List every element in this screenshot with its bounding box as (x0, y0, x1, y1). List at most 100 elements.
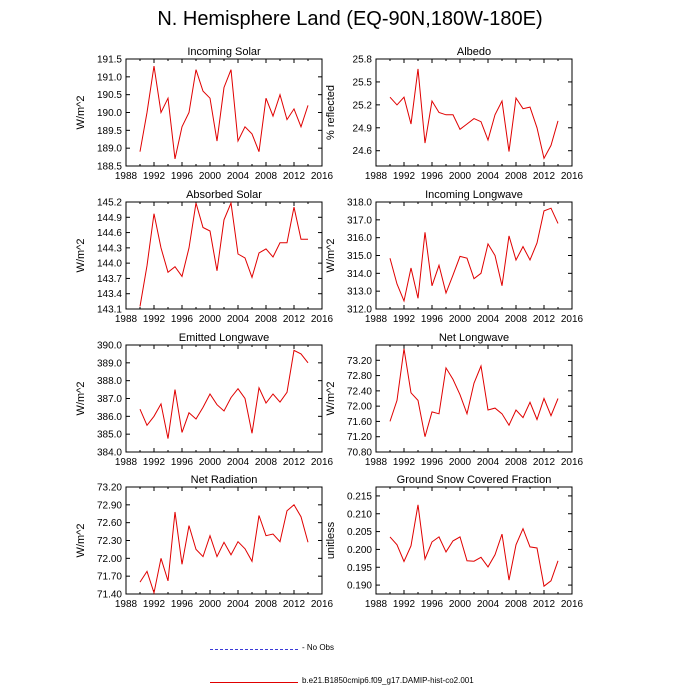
panel-7-xtick-label: 2016 (311, 599, 334, 610)
panel-8-ytick-label: 0.190 (347, 581, 372, 592)
panel-4-xtick-label: 2004 (477, 314, 500, 325)
panel-4-ytick-label: 315.0 (347, 251, 372, 262)
panel-7-series-line (139, 504, 309, 595)
panel-6-xtick-label: 2008 (505, 457, 528, 468)
panel-7-xtick-label: 1992 (143, 599, 166, 610)
panel-6-xtick-label: 2004 (477, 457, 500, 468)
panel-1-ytick-label: 189.0 (97, 144, 122, 155)
panel-4-ylabel: W/m^2 (325, 239, 337, 273)
panel-7-frame (125, 486, 323, 595)
panel-4-ytick-label: 313.0 (347, 287, 372, 298)
panel-7-xtick-label: 1996 (171, 599, 194, 610)
panel-3-xtick-label: 2012 (283, 314, 306, 325)
panel-6-ytick-label: 72.80 (347, 371, 372, 382)
panel-6-ytick-label: 72.00 (347, 402, 372, 413)
panel-2-ytick-label: 24.6 (353, 146, 373, 157)
panel-2-ylabel: % reflected (325, 85, 337, 140)
panel-5-xtick-label: 1992 (143, 457, 166, 468)
panel-5-ytick-label: 385.0 (97, 430, 122, 441)
panel-4-xtick-label: 2000 (449, 314, 472, 325)
panel-4-ytick-label: 312.0 (347, 305, 372, 316)
panel-7-title: Net Radiation (191, 474, 258, 486)
panel-3-series-line (139, 201, 308, 307)
panel-4-xtick-label: 1988 (365, 314, 388, 325)
panel-7-ytick-label: 73.20 (97, 483, 122, 494)
panel-6-title: Net Longwave (439, 332, 509, 344)
panel-8-xtick-label: 1988 (365, 599, 388, 610)
panel-5-series-line (139, 349, 309, 439)
panel-2-ytick-label: 24.9 (353, 123, 373, 134)
panel-5-ytick-label: 384.0 (97, 448, 122, 459)
panel-4-ytick-label: 316.0 (347, 233, 372, 244)
panel-1-xtick-label: 1996 (171, 171, 194, 182)
panel-8-ylabel: unitless (325, 521, 337, 559)
panel-6-xtick-label: 1992 (393, 457, 416, 468)
panel-6-xtick-label: 2012 (533, 457, 556, 468)
panel-7-ylabel: W/m^2 (75, 524, 87, 558)
panel-8-xtick-label: 2008 (505, 599, 528, 610)
panel-7-xtick-label: 2008 (255, 599, 278, 610)
panel-8-title: Ground Snow Covered Fraction (397, 474, 552, 486)
panel-6-xtick-label: 1996 (421, 457, 444, 468)
panel-3-ytick-label: 144.0 (97, 259, 122, 270)
panel-7-ytick-label: 72.00 (97, 554, 122, 565)
panel-2-ytick-label: 25.8 (353, 55, 373, 66)
panel-3-title: Absorbed Solar (186, 189, 262, 201)
panel-4-ytick-label: 314.0 (347, 269, 372, 280)
panel-6-series-line (389, 348, 559, 437)
panel-5-ytick-label: 386.0 (97, 412, 122, 423)
panel-5-ylabel: W/m^2 (75, 382, 87, 416)
panel-4-xtick-label: 2016 (561, 314, 584, 325)
panel-2-frame (375, 58, 573, 167)
panel-6-xtick-label: 2000 (449, 457, 472, 468)
panel-1-series-line (139, 66, 309, 160)
panel-7-ytick-label: 71.40 (97, 590, 122, 601)
panel-4-xtick-label: 1992 (393, 314, 416, 325)
panel-6-ytick-label: 71.60 (347, 417, 372, 428)
panel-5-ytick-label: 388.0 (97, 376, 122, 387)
panel-1-xtick-label: 1988 (115, 171, 138, 182)
panel-2-xtick-label: 2004 (477, 171, 500, 182)
panel-6-ytick-label: 71.20 (347, 432, 372, 443)
panel-1-xtick-label: 1992 (143, 171, 166, 182)
panel-5-ytick-label: 387.0 (97, 394, 122, 405)
panel-4-xtick-label: 2012 (533, 314, 556, 325)
panel-1-ytick-label: 191.0 (97, 72, 122, 83)
panel-2-xtick-label: 2000 (449, 171, 472, 182)
panel-5-ytick-label: 389.0 (97, 358, 122, 369)
panel-1-ytick-label: 189.5 (97, 126, 122, 137)
panel-6-xtick-label: 2016 (561, 457, 584, 468)
panel-7-xtick-label: 2012 (283, 599, 306, 610)
panel-4-title: Incoming Longwave (425, 189, 523, 201)
panel-7-ytick-label: 71.70 (97, 572, 122, 583)
panel-2-xtick-label: 2012 (533, 171, 556, 182)
page-title: N. Hemisphere Land (EQ-90N,180W-180E) (157, 8, 543, 30)
legend-label-no-obs: - No Obs (302, 643, 335, 652)
panel-1-xtick-label: 2012 (283, 171, 306, 182)
panel-5-ytick-label: 390.0 (97, 341, 122, 352)
panel-7-ytick-label: 72.90 (97, 500, 122, 511)
panel-3-xtick-label: 2000 (199, 314, 222, 325)
panel-5-xtick-label: 2012 (283, 457, 306, 468)
panel-8-xtick-label: 2016 (561, 599, 584, 610)
legend-label-run: b.e21.B1850cmip6.f09_g17.DAMIP-hist-co2.… (302, 676, 474, 685)
panel-3-xtick-label: 2016 (311, 314, 334, 325)
panel-2-xtick-label: 1988 (365, 171, 388, 182)
panel-2-ytick-label: 25.2 (353, 100, 373, 111)
panel-2-xtick-label: 1996 (421, 171, 444, 182)
panel-6-frame (375, 344, 573, 453)
panel-1-xtick-label: 2016 (311, 171, 334, 182)
panel-1-ytick-label: 190.5 (97, 90, 122, 101)
panel-7-xtick-label: 2004 (227, 599, 250, 610)
legend-swatch-dashed (210, 649, 298, 650)
panel-5-xtick-label: 1996 (171, 457, 194, 468)
panel-3-ytick-label: 145.2 (97, 198, 122, 209)
panel-8-xtick-label: 1992 (393, 599, 416, 610)
panel-2-ytick-label: 25.5 (353, 77, 373, 88)
panel-3-xtick-label: 1992 (143, 314, 166, 325)
panel-1-xtick-label: 2000 (199, 171, 222, 182)
panel-6-xtick-label: 1988 (365, 457, 388, 468)
panel-8-ytick-label: 0.215 (347, 491, 372, 502)
panel-3-xtick-label: 1996 (171, 314, 194, 325)
panel-8-series-line (389, 504, 559, 588)
